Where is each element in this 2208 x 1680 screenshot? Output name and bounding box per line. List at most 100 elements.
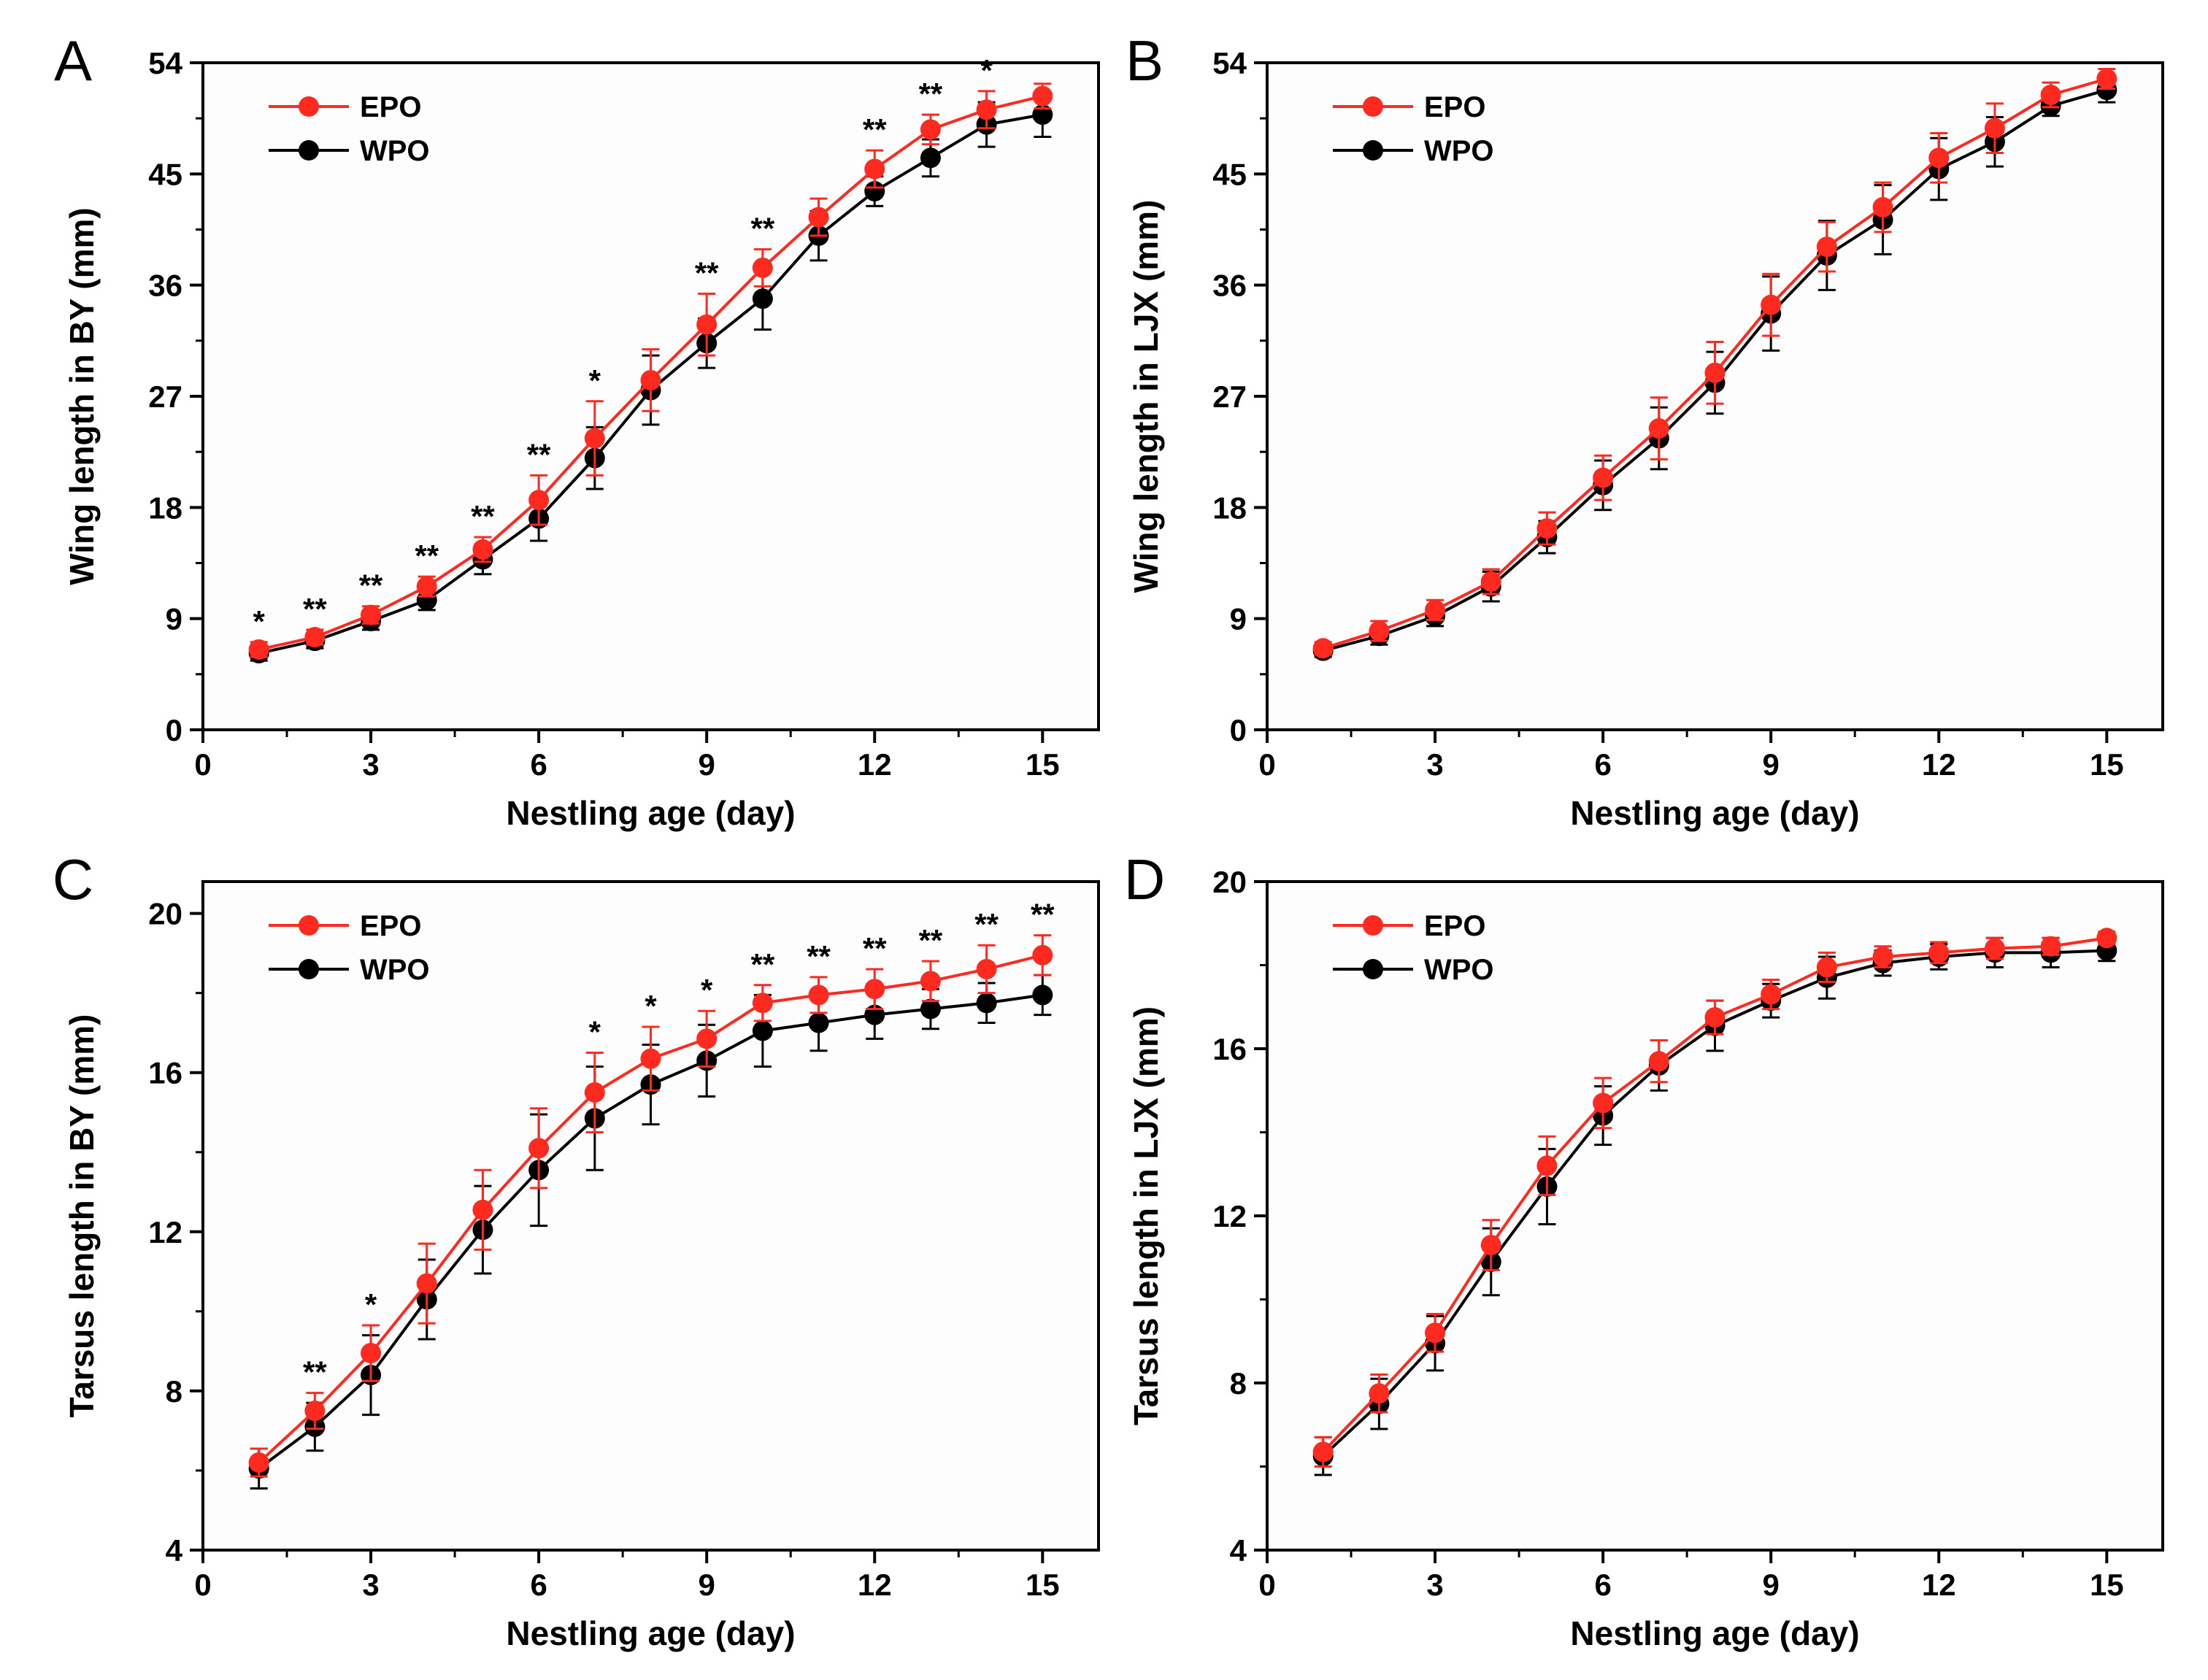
x-tick-label: 15 — [2090, 1568, 2124, 1602]
significance-label: ** — [303, 1355, 327, 1390]
legend-item-epo: EPO — [269, 910, 421, 942]
data-point — [472, 539, 493, 560]
data-point — [1816, 957, 1837, 978]
y-tick-label: 20 — [148, 897, 182, 931]
data-point — [920, 119, 941, 140]
data-point — [304, 1400, 326, 1422]
data-point — [1704, 362, 1726, 383]
y-tick-label: 45 — [1212, 157, 1247, 191]
panel-d: D 0 3 6 9 12 15 4 8 12 16 20 Nestling age (day) Tarsu… — [1124, 847, 2164, 1652]
y-tick-label: 36 — [148, 269, 182, 303]
significance-label: ** — [1031, 898, 1055, 932]
data-point — [2096, 69, 2117, 90]
data-point — [1312, 638, 1334, 659]
legend-item-epo: EPO — [269, 91, 421, 123]
data-point — [528, 1138, 550, 1159]
data-point — [696, 1028, 718, 1049]
data-point — [584, 428, 605, 449]
x-axis-title: Nestling age (day) — [506, 794, 795, 832]
x-tick-label: 6 — [1594, 1568, 1611, 1602]
data-point — [1032, 85, 1053, 107]
significance-label: ** — [303, 592, 327, 626]
panel-letter: A — [54, 28, 92, 93]
y-tick-label: 8 — [1230, 1366, 1247, 1400]
y-tick-label: 18 — [148, 490, 182, 525]
data-point — [864, 181, 885, 202]
data-point — [976, 958, 997, 979]
x-axis-title: Nestling age (day) — [1570, 1614, 1859, 1652]
legend-marker — [1363, 96, 1383, 117]
data-point — [920, 971, 941, 992]
legend-marker — [1363, 959, 1383, 979]
series-epo — [248, 82, 1053, 660]
y-tick-label: 16 — [148, 1056, 182, 1090]
significance-label: ** — [695, 256, 719, 290]
data-point — [976, 993, 997, 1014]
series-epo — [1312, 67, 2117, 659]
data-point — [1816, 236, 1837, 258]
panel-letter: C — [53, 847, 93, 912]
data-point — [808, 207, 829, 228]
y-tick-label: 0 — [166, 713, 182, 747]
legend-item-wpo: WPO — [269, 954, 430, 986]
x-tick-label: 15 — [1026, 747, 1060, 782]
y-tick-label: 36 — [1212, 269, 1247, 303]
x-tick-label: 9 — [1763, 1568, 1780, 1602]
x-tick-label: 0 — [1258, 747, 1275, 782]
x-tick-label: 9 — [1763, 747, 1780, 782]
significance-label: * — [980, 53, 993, 88]
data-point — [416, 576, 437, 597]
data-point — [1928, 147, 1950, 169]
data-point — [1872, 197, 1893, 218]
significance-label: ** — [863, 931, 887, 966]
x-tick-label: 3 — [1426, 1568, 1443, 1602]
y-tick-label: 18 — [1212, 490, 1247, 525]
legend-marker — [1363, 140, 1383, 161]
x-tick-label: 0 — [194, 1568, 211, 1602]
data-point — [1032, 944, 1053, 966]
data-point — [584, 1082, 605, 1103]
y-tick-label: 16 — [1212, 1032, 1247, 1066]
legend-item-wpo: WPO — [1333, 135, 1494, 167]
data-point — [752, 288, 773, 309]
legend-marker — [299, 959, 319, 979]
legend-item-epo: EPO — [1333, 91, 1485, 123]
significance-label: ** — [471, 499, 495, 533]
legend-label: EPO — [1424, 91, 1485, 123]
data-point — [1704, 1007, 1726, 1028]
data-point — [752, 257, 773, 278]
significance-label: ** — [863, 112, 887, 147]
x-tick-label: 6 — [530, 1568, 547, 1602]
legend-item-wpo: WPO — [269, 135, 430, 167]
plot-frame — [201, 880, 1100, 1552]
significance-label: ** — [974, 907, 999, 941]
significance-label: ** — [919, 77, 943, 111]
x-tick-label: 15 — [1026, 1568, 1060, 1602]
data-point — [864, 979, 885, 1000]
x-tick-label: 12 — [858, 1568, 892, 1602]
y-axis-title: Tarsus length in LJX (mm) — [1127, 1006, 1165, 1425]
data-point — [808, 985, 829, 1006]
panel-c: C 0 3 6 9 12 15 4 8 12 16 20 Nestling age (day) Tarsu… — [53, 847, 1100, 1652]
data-point — [304, 627, 326, 648]
data-point — [1312, 1441, 1334, 1463]
y-axis-title: Wing length in BY (mm) — [63, 207, 101, 585]
data-point — [864, 158, 885, 180]
y-tick-label: 54 — [1212, 46, 1247, 80]
y-tick-label: 4 — [1230, 1533, 1247, 1568]
x-tick-label: 12 — [1922, 747, 1956, 782]
significance-label: ** — [751, 947, 775, 982]
significance-label: ** — [415, 539, 439, 573]
data-point — [1984, 117, 2005, 139]
plot-frame — [1266, 880, 2164, 1552]
y-axis-title: Wing length in LJX (mm) — [1127, 200, 1165, 593]
legend-label: EPO — [360, 910, 421, 942]
data-point — [1425, 1322, 1446, 1344]
significance-label: * — [645, 989, 657, 1023]
data-point — [976, 99, 997, 120]
data-point — [1984, 938, 2005, 959]
data-point — [2096, 928, 2117, 949]
legend-item-epo: EPO — [1333, 910, 1485, 942]
